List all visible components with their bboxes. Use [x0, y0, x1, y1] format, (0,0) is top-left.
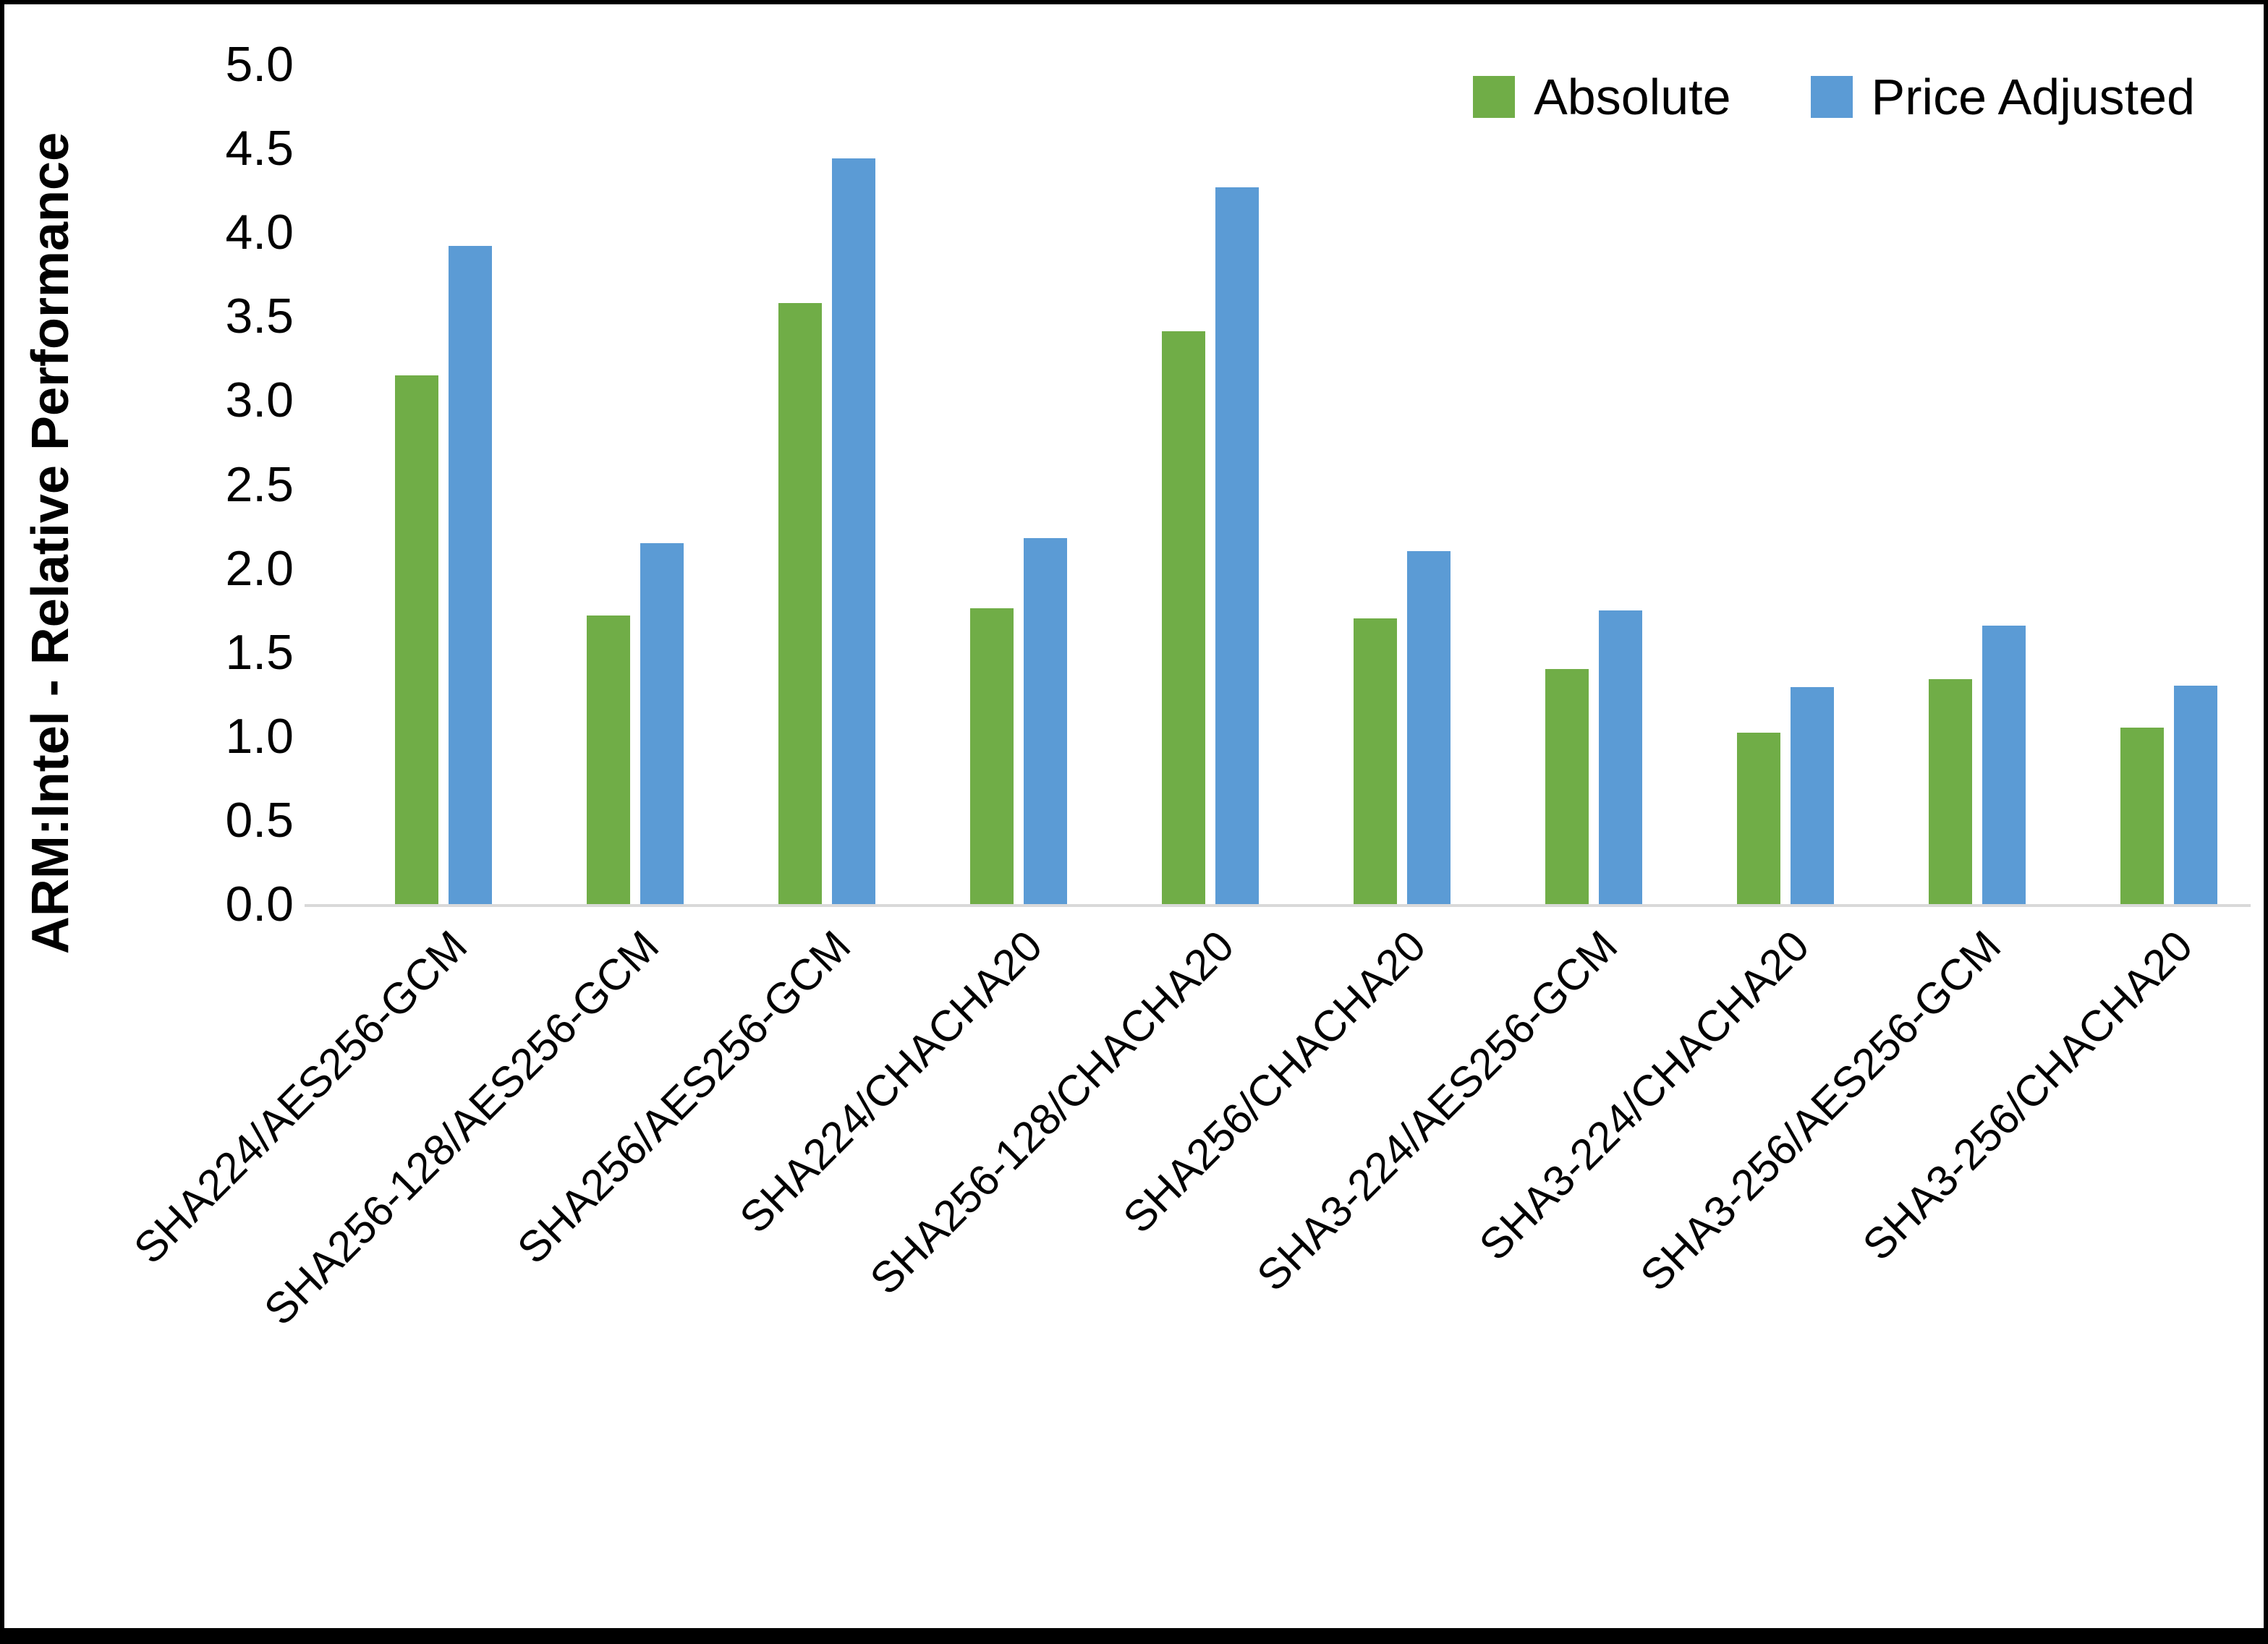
y-axis-tick-label: 1.5: [225, 624, 294, 680]
bar-absolute-1: [586, 616, 630, 904]
legend: Absolute Price Adjusted: [1473, 71, 2195, 123]
bar-absolute-5: [1353, 618, 1397, 904]
bar-absolute-7: [1736, 733, 1780, 904]
y-axis-tick-label: 4.0: [225, 205, 294, 260]
bar-price-adjusted-6: [1598, 610, 1642, 904]
x-axis-category-label: SHA3-256/AES256-GCM: [1631, 921, 2010, 1300]
x-axis-category-label: SHA3-256/CHACHA20: [1853, 921, 2201, 1270]
legend-swatch-absolute: [1473, 76, 1516, 118]
x-axis-category-label: SHA3-224/AES256-GCM: [1247, 921, 1626, 1300]
bar-price-adjusted-8: [1982, 626, 2026, 904]
bar-absolute-8: [1928, 679, 1972, 904]
legend-item-price-adjusted: Price Adjusted: [1810, 69, 2195, 125]
x-axis-line: [305, 904, 2251, 907]
bar-absolute-6: [1545, 669, 1589, 904]
y-axis-tick-label: 4.5: [225, 121, 294, 176]
bar-absolute-2: [778, 303, 822, 904]
x-axis-category-label: SHA256-128/CHACHA20: [860, 921, 1243, 1304]
y-axis-tick-label: 0.0: [225, 877, 294, 932]
bar-price-adjusted-3: [1023, 538, 1067, 904]
x-axis-category-label: SHA224/AES256-GCM: [124, 921, 476, 1273]
x-axis-category-label: SHA256/AES256-GCM: [507, 921, 859, 1273]
y-axis-tick-label: 2.5: [225, 456, 294, 512]
bar-price-adjusted-5: [1406, 551, 1451, 904]
bar-absolute-9: [2120, 728, 2164, 904]
bar-price-adjusted-9: [2173, 686, 2217, 904]
y-axis-tick-label: 1.0: [225, 708, 294, 764]
y-axis-tick-label: 3.0: [225, 372, 294, 428]
y-axis-tick-label: 5.0: [225, 37, 294, 92]
bar-price-adjusted-1: [640, 543, 684, 904]
bar-price-adjusted-2: [831, 158, 875, 904]
y-axis-tick-label: 0.5: [225, 792, 294, 848]
x-axis-category-label: SHA256-128/AES256-GCM: [254, 921, 668, 1334]
y-axis-tick-label: 2.0: [225, 540, 294, 596]
bar-absolute-4: [1161, 331, 1205, 904]
y-axis-tick-label: 3.5: [225, 289, 294, 344]
legend-swatch-price-adjusted: [1810, 76, 1853, 118]
legend-item-absolute: Absolute: [1473, 69, 1731, 125]
legend-label-absolute: Absolute: [1534, 69, 1731, 125]
bar-price-adjusted-0: [448, 246, 492, 904]
bar-price-adjusted-7: [1790, 687, 1834, 904]
bar-absolute-0: [394, 375, 438, 904]
bar-price-adjusted-4: [1215, 187, 1259, 904]
x-axis-category-label: SHA3-224/CHACHA20: [1469, 921, 1818, 1270]
legend-label-price-adjusted: Price Adjusted: [1871, 69, 2195, 125]
bar-absolute-3: [969, 608, 1014, 904]
